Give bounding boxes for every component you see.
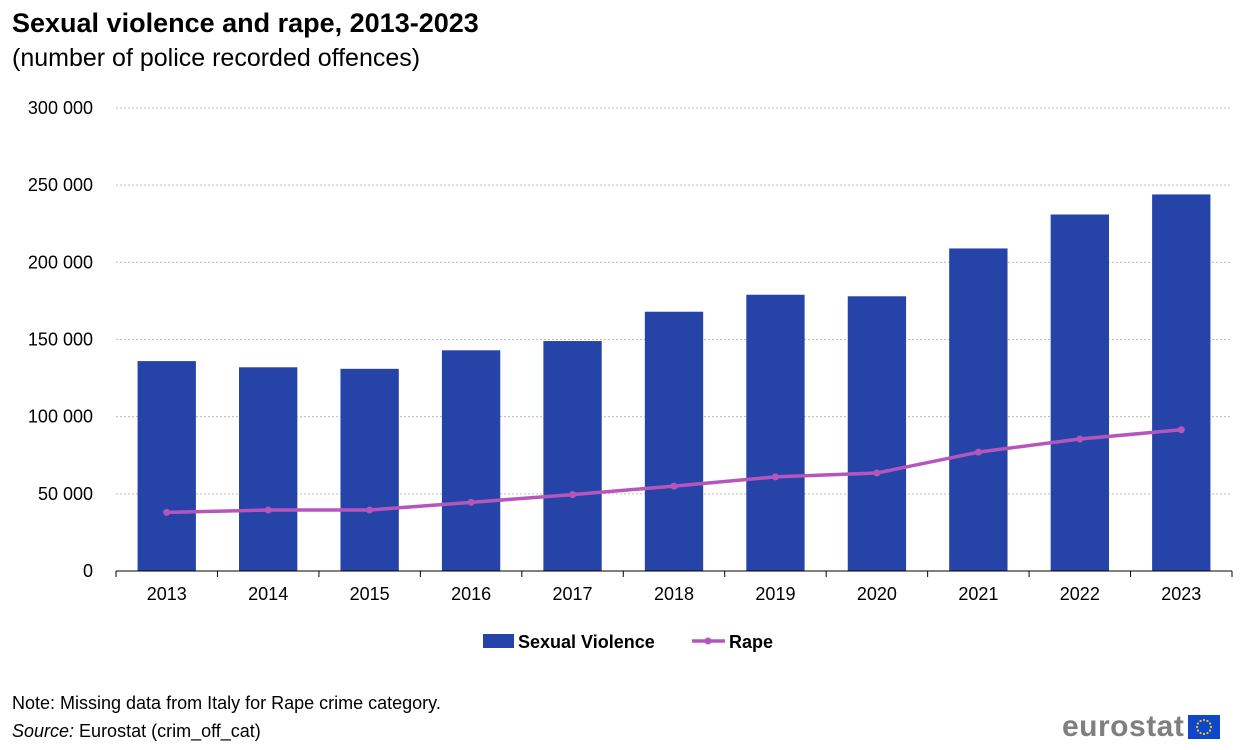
y-tick-label: 0 bbox=[83, 561, 93, 581]
chart: 0 50 000 100 000 150 000 200 000 250 000 300 0… bbox=[28, 98, 1233, 652]
line-point bbox=[264, 506, 272, 514]
bar bbox=[644, 311, 704, 571]
flag-star bbox=[1199, 731, 1202, 735]
x-tick-label: 2018 bbox=[654, 584, 694, 604]
flag-star bbox=[1209, 722, 1212, 725]
legend-marker-rape bbox=[704, 637, 712, 645]
bar bbox=[1152, 194, 1211, 571]
eu-flag-icon bbox=[1188, 715, 1221, 739]
logo-text: eurostat bbox=[1062, 710, 1185, 743]
chart-subtitle: (number of police recorded offences) bbox=[12, 44, 421, 72]
legend-swatch-sexual-violence bbox=[483, 634, 514, 648]
bar bbox=[1050, 214, 1109, 572]
x-tick-label: 2022 bbox=[1060, 584, 1100, 604]
eurostat-logo: eurostat bbox=[1062, 710, 1221, 744]
y-tick-label: 150 000 bbox=[28, 330, 93, 350]
line-point bbox=[1076, 435, 1084, 443]
x-tick-label: 2021 bbox=[958, 584, 998, 604]
line-point bbox=[366, 506, 374, 514]
line-point bbox=[873, 469, 881, 477]
y-tick-label: 300 000 bbox=[28, 98, 93, 118]
chart-source: Source: Eurostat (crim_off_cat) bbox=[12, 721, 261, 742]
flag-star bbox=[1196, 725, 1199, 729]
bar bbox=[441, 350, 501, 571]
x-tick-label: 2014 bbox=[248, 584, 288, 604]
line-point bbox=[467, 498, 475, 506]
source-text: Eurostat (crim_off_cat) bbox=[74, 721, 261, 741]
bar bbox=[137, 361, 196, 571]
flag-star bbox=[1197, 729, 1200, 732]
x-tick-label: 2016 bbox=[451, 584, 491, 604]
bar bbox=[847, 296, 907, 571]
line-point bbox=[569, 491, 577, 499]
chart-title: Sexual violence and rape, 2013-2023 bbox=[12, 8, 479, 38]
y-tick-label: 250 000 bbox=[28, 175, 93, 195]
flag-star bbox=[1199, 719, 1202, 723]
x-tick-label: 2015 bbox=[350, 584, 390, 604]
flag-star bbox=[1203, 732, 1206, 736]
flag-star bbox=[1209, 729, 1212, 732]
x-tick-label: 2023 bbox=[1161, 584, 1201, 604]
line-point bbox=[670, 482, 678, 490]
y-tick-label: 100 000 bbox=[28, 407, 93, 427]
y-tick-label: 200 000 bbox=[28, 252, 93, 272]
line-point bbox=[1177, 426, 1185, 434]
bar bbox=[949, 248, 1008, 571]
line-point bbox=[163, 508, 171, 516]
flag-star bbox=[1206, 731, 1209, 735]
x-tick-label: 2020 bbox=[857, 584, 897, 604]
flag-star bbox=[1203, 718, 1206, 722]
bar bbox=[746, 294, 805, 571]
legend-label-sexual-violence: Sexual Violence bbox=[518, 632, 655, 652]
chart-note: Note: Missing data from Italy for Rape c… bbox=[12, 693, 441, 713]
x-tick-label: 2019 bbox=[755, 584, 795, 604]
x-tick-label: 2017 bbox=[553, 584, 593, 604]
source-label: Source: bbox=[12, 721, 75, 741]
line-point bbox=[974, 448, 982, 456]
flag-star bbox=[1206, 719, 1209, 723]
legend-label-rape: Rape bbox=[729, 632, 773, 652]
x-tick-label: 2013 bbox=[147, 584, 187, 604]
flag-star bbox=[1210, 725, 1213, 729]
bar bbox=[239, 367, 298, 571]
line-point bbox=[771, 473, 779, 481]
bar bbox=[340, 368, 399, 571]
bar bbox=[543, 341, 602, 571]
flag-star bbox=[1197, 722, 1200, 725]
y-tick-label: 50 000 bbox=[38, 484, 93, 504]
